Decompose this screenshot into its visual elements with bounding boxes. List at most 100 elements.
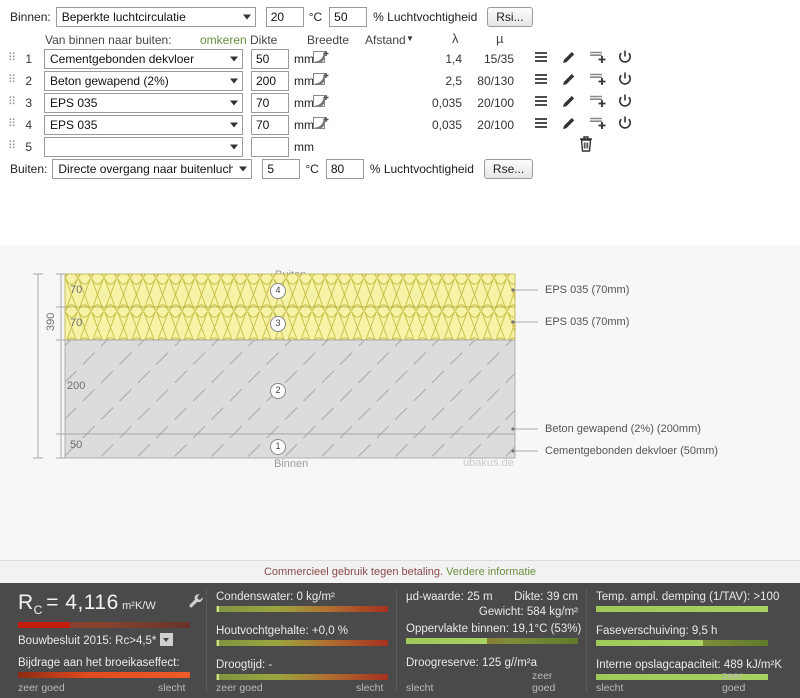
layer-thickness-input[interactable] xyxy=(251,71,289,91)
lambda-value: 0,035 xyxy=(431,96,462,110)
layer4-dim: 70 xyxy=(70,284,83,296)
layer-badge[interactable]: 1 xyxy=(270,439,286,455)
power-toggle-icon[interactable] xyxy=(617,93,633,109)
layer-badge[interactable]: 2 xyxy=(270,383,286,399)
drag-handle-icon[interactable]: ⠿ xyxy=(8,140,18,152)
layer-index: 3 xyxy=(25,96,32,110)
layer-thickness-input[interactable] xyxy=(251,115,289,135)
layer-badge[interactable]: 4 xyxy=(270,283,286,299)
unit-mm: mm xyxy=(294,118,314,132)
outside-humidity-input[interactable] xyxy=(325,159,364,179)
regulation-row: Bouwbesluit 2015: Rc>4,5* xyxy=(18,633,198,647)
menu-icon[interactable] xyxy=(533,71,549,87)
mu-value: 20/100 xyxy=(477,118,514,132)
notice-text: Commercieel gebruik tegen betaling. xyxy=(263,566,444,578)
add-layer-icon[interactable] xyxy=(589,71,606,87)
edit-pencil-icon[interactable] xyxy=(561,93,577,109)
outside-climate-select[interactable]: Directe overgang naar buitenlucht xyxy=(52,159,253,179)
scale-left-label: slecht xyxy=(406,682,434,694)
reverse-link[interactable]: omkeren xyxy=(200,33,247,47)
inside-temperature-input[interactable] xyxy=(265,7,304,27)
menu-icon[interactable] xyxy=(533,115,549,131)
material-width-icon[interactable] xyxy=(313,115,329,131)
material-width-icon[interactable] xyxy=(313,93,329,109)
scale-left-label: zeer goed xyxy=(18,682,65,694)
outside-temperature-input[interactable] xyxy=(262,159,301,179)
drying-time-label: Droogtijd: - xyxy=(216,659,273,671)
divider xyxy=(396,589,397,692)
unit-mm: mm xyxy=(294,140,314,154)
delete-trash-icon[interactable] xyxy=(578,135,594,153)
scale-right-label: zeer goed xyxy=(722,670,746,694)
weight-label: Gewicht: 584 kg/m² xyxy=(478,606,578,618)
power-toggle-icon[interactable] xyxy=(617,115,633,131)
layer-material-select[interactable]: EPS 035 xyxy=(44,115,243,135)
regulation-label: Bouwbesluit 2015: Rc>4,5* xyxy=(18,635,157,648)
more-info-link[interactable]: Verdere informatie xyxy=(446,566,537,578)
inside-climate-row: Binnen: Beperkte luchtcirculatie °C % Lu… xyxy=(10,6,533,28)
greenhouse-bar xyxy=(18,672,190,679)
storage-capacity-label: Interne opslagcapaciteit: 489 kJ/m²K xyxy=(596,659,783,671)
mu-value: 15/35 xyxy=(483,52,514,66)
layer-material-select[interactable]: Beton gewapend (2%) xyxy=(44,71,243,91)
power-toggle-icon[interactable] xyxy=(617,71,633,87)
divider xyxy=(586,589,587,692)
width-header: Breedte xyxy=(307,33,350,47)
menu-icon[interactable] xyxy=(533,93,549,109)
layer-material-select[interactable]: EPS 035 xyxy=(44,93,243,113)
wood-moisture-label: Houtvochtgehalte: +0,0 % xyxy=(216,625,349,637)
mu-d-label: µd-waarde: 25 m xyxy=(406,591,493,603)
rse-button[interactable]: Rse... xyxy=(483,159,534,179)
layer-badge[interactable]: 3 xyxy=(270,316,286,332)
power-toggle-icon[interactable] xyxy=(617,49,633,65)
chevron-down-icon[interactable] xyxy=(159,633,173,647)
layer-index: 4 xyxy=(25,118,32,132)
drying-reserve-label: Droogreserve: 125 g//m²a xyxy=(406,657,538,669)
add-layer-icon[interactable] xyxy=(589,49,606,65)
scale-left-label: slecht xyxy=(596,682,624,694)
menu-icon[interactable] xyxy=(533,49,549,65)
drag-handle-icon[interactable]: ⠿ xyxy=(8,74,18,86)
drag-handle-icon[interactable]: ⠿ xyxy=(8,52,18,64)
drag-handle-icon[interactable]: ⠿ xyxy=(8,118,18,130)
layer-index: 1 xyxy=(25,52,32,66)
surface-temp-bar xyxy=(406,638,578,644)
layer-thickness-input[interactable] xyxy=(251,137,289,157)
mu-header: µ xyxy=(496,31,504,46)
layer-thickness-input[interactable] xyxy=(251,93,289,113)
mu-value: 20/100 xyxy=(477,96,514,110)
watermark: ubakus.de xyxy=(463,457,514,469)
material-width-icon[interactable] xyxy=(313,71,329,87)
material-width-icon[interactable] xyxy=(313,49,329,65)
rc-label: RC xyxy=(18,591,43,618)
layer3-dim: 70 xyxy=(70,317,83,329)
chevron-down-icon[interactable]: ▼ xyxy=(406,34,414,43)
inside-climate-select[interactable]: Beperkte luchtcirculatie xyxy=(55,7,256,27)
outside-label: Buiten: xyxy=(10,162,48,176)
scale-right-label: slecht xyxy=(158,682,186,694)
add-layer-icon[interactable] xyxy=(589,115,606,131)
edit-pencil-icon[interactable] xyxy=(561,71,577,87)
inside-humidity-input[interactable] xyxy=(329,7,368,27)
storage-capacity-bar xyxy=(596,674,768,680)
layer-material-select[interactable]: Cementgebonden dekvloer xyxy=(44,49,243,69)
condensation-bar xyxy=(216,606,388,612)
drag-handle-icon[interactable]: ⠿ xyxy=(8,96,18,108)
total-thickness-label: Dikte: 39 cm xyxy=(514,591,578,603)
edit-pencil-icon[interactable] xyxy=(561,49,577,65)
lambda-value: 2,5 xyxy=(445,74,462,88)
layer-thickness-input[interactable] xyxy=(251,49,289,69)
wrench-settings-icon[interactable] xyxy=(188,593,204,614)
rsi-button[interactable]: Rsi... xyxy=(487,7,533,27)
edit-pencil-icon[interactable] xyxy=(561,115,577,131)
commercial-notice: Commercieel gebruik tegen betaling. Verd… xyxy=(0,560,800,584)
layer-material-select[interactable] xyxy=(44,137,243,157)
thickness-header: Dikte xyxy=(250,33,278,47)
temp-amplitude-label: Temp. ampl. demping (1/TAV): >100 xyxy=(596,591,780,603)
results-column-moisture: Condenswater: 0 kg/m² Houtvochtgehalte: … xyxy=(216,583,388,698)
distance-header[interactable]: Afstand xyxy=(365,33,406,47)
lambda-value: 1,4 xyxy=(445,52,462,66)
scale-left-label: zeer goed xyxy=(216,682,263,694)
scale-right-label: slecht xyxy=(356,682,384,694)
add-layer-icon[interactable] xyxy=(589,93,606,109)
